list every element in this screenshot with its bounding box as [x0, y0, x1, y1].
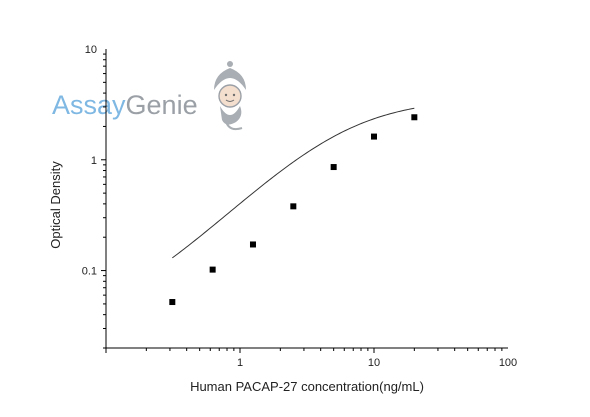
x-axis-ticks: 1 10 100 — [105, 348, 517, 369]
y-tick-label: 1 — [91, 155, 97, 167]
x-axis-title: Human PACAP-27 concentration(ng/mL) — [190, 379, 424, 394]
svg-text:AssayGenie: AssayGenie — [52, 90, 198, 120]
genie-mascot-icon — [214, 61, 246, 131]
fit-curve — [172, 107, 415, 259]
y-axis-title: Optical Density — [48, 161, 63, 249]
assaygenie-logo: AssayGenie — [52, 61, 246, 131]
data-point — [249, 241, 256, 248]
y-axis-ticks: 0.1 1 10 — [82, 44, 106, 349]
data-point — [169, 299, 176, 306]
data-points — [169, 114, 418, 306]
data-point — [290, 203, 297, 210]
y-tick-label: 0.1 — [82, 266, 97, 278]
data-point — [330, 164, 337, 171]
data-point — [411, 114, 418, 121]
data-point — [209, 266, 216, 273]
x-tick-label: 1 — [237, 357, 243, 369]
x-tick-label: 100 — [499, 357, 517, 369]
logo-text-assay: Assay — [52, 90, 126, 120]
data-point — [371, 133, 377, 140]
fit-curve-group — [172, 107, 415, 259]
x-tick-label: 10 — [368, 357, 380, 369]
y-tick-label: 10 — [85, 44, 97, 56]
logo-text-genie: Genie — [126, 90, 198, 120]
